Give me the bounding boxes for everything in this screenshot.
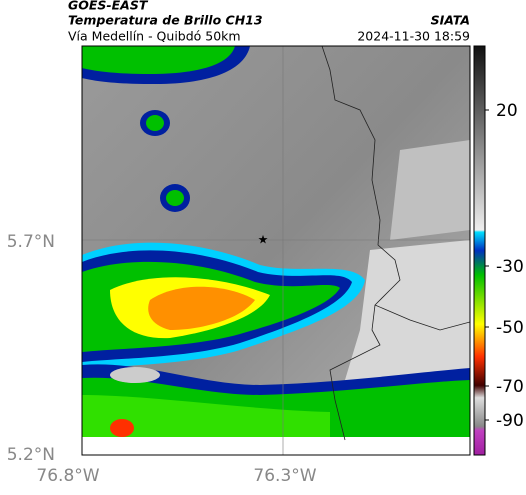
satellite: GOES-EAST <box>68 0 149 13</box>
colorbar-label: -70 <box>496 377 524 397</box>
colorbar-label: -90 <box>496 411 524 431</box>
lon-label: 76.8°W <box>36 466 99 486</box>
colorbar <box>473 45 486 456</box>
colorbar-label: 20 <box>496 101 518 121</box>
title: Temperatura de Brillo CH13 <box>68 13 263 28</box>
subtitle: Vía Medellín - Quibdó 50km <box>68 29 241 44</box>
lat-label: 5.7°N <box>7 232 55 252</box>
satellite-image: ★ <box>82 46 470 455</box>
lat-label: 5.2°N <box>7 445 55 465</box>
source: SIATA <box>431 13 470 28</box>
datetime: 2024-11-30 18:59 <box>357 29 470 44</box>
colorbar-label: -30 <box>496 257 524 277</box>
colorbar-label: -50 <box>496 318 524 338</box>
svg-text:★: ★ <box>258 233 269 247</box>
lon-label: 76.3°W <box>253 466 316 486</box>
